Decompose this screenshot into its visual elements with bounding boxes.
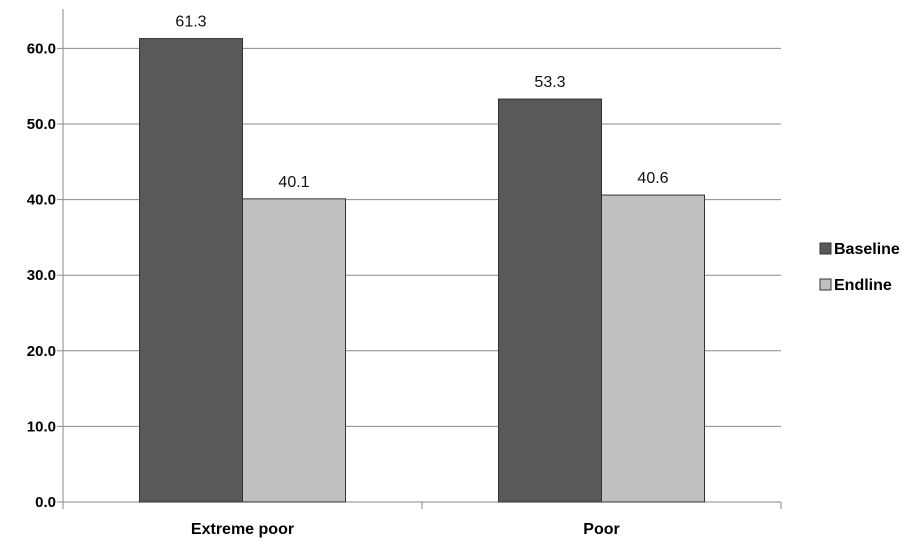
data-label: 61.3 [175, 14, 206, 31]
data-label: 53.3 [534, 74, 565, 91]
x-tick-label: Extreme poor [191, 521, 294, 538]
x-tick-label: Poor [583, 521, 619, 538]
legend-label-endline: Endline [834, 277, 892, 294]
bar-endline-extreme-poor [242, 198, 346, 503]
y-axis: 0.0 10.0 20.0 30.0 40.0 50.0 60.0 [27, 9, 64, 511]
y-tick-label: 60.0 [27, 40, 56, 57]
y-tick-label: 20.0 [27, 343, 56, 360]
y-tick-label: 30.0 [27, 267, 56, 284]
legend: Baseline Endline [819, 241, 900, 294]
legend-swatch-baseline [819, 242, 832, 255]
bars [139, 38, 705, 503]
legend-label-baseline: Baseline [834, 241, 900, 258]
legend-swatch-endline [819, 278, 832, 291]
y-tick-label: 40.0 [27, 192, 56, 209]
bar-endline-poor [601, 194, 705, 503]
data-label: 40.1 [278, 174, 309, 191]
bar-baseline-extreme-poor [139, 38, 243, 503]
data-labels: 61.3 40.1 53.3 40.6 [175, 14, 668, 191]
y-tick-label: 50.0 [27, 116, 56, 133]
y-tick-label: 0.0 [35, 494, 56, 511]
bar-baseline-poor [498, 98, 602, 503]
data-label: 40.6 [637, 170, 668, 187]
y-tick-label: 10.0 [27, 418, 56, 435]
x-axis: Extreme poor Poor [62, 501, 782, 538]
